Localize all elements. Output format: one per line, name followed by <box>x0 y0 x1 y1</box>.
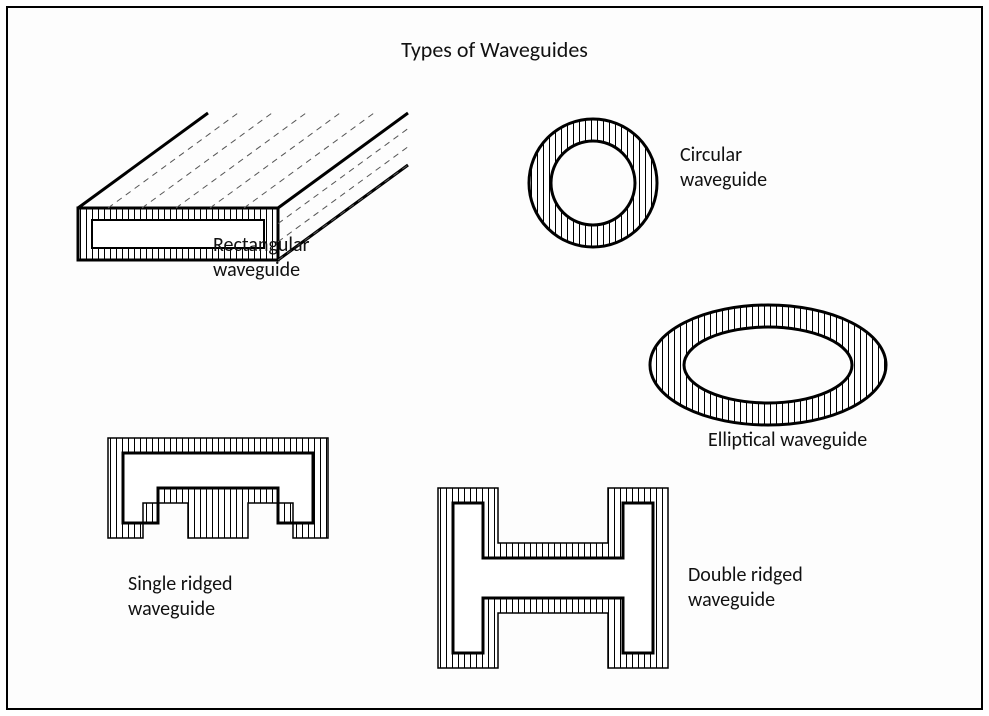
double-ridged-waveguide-shape <box>428 478 688 688</box>
page-title: Types of Waveguides <box>8 36 981 63</box>
elliptical-waveguide-shape <box>638 293 898 443</box>
diagram-frame: Types of Waveguides Rectangularwaveguide… <box>6 6 983 710</box>
single-ridged-waveguide-shape <box>98 428 358 568</box>
single-ridged-waveguide-label: Single ridgedwaveguide <box>128 572 233 622</box>
rectangular-waveguide-label: Rectangularwaveguide <box>213 233 310 283</box>
circular-waveguide-label: Circularwaveguide <box>680 143 767 193</box>
elliptical-waveguide-label: Elliptical waveguide <box>708 428 867 453</box>
circular-waveguide-shape <box>513 103 673 263</box>
double-ridged-waveguide-label: Double ridgedwaveguide <box>688 563 803 613</box>
